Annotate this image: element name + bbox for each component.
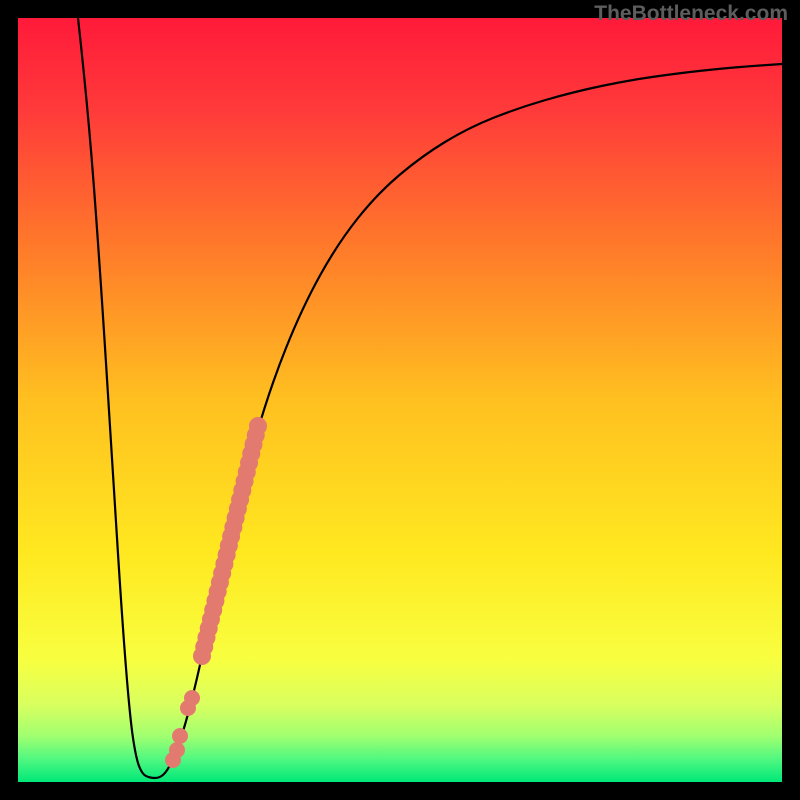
- marker-point: [184, 690, 200, 706]
- heat-gradient-background: [18, 18, 782, 782]
- marker-point: [169, 742, 185, 758]
- bottleneck-chart: [0, 0, 800, 800]
- marker-point: [172, 728, 188, 744]
- marker-point: [249, 417, 267, 435]
- watermark-text: TheBottleneck.com: [594, 2, 788, 26]
